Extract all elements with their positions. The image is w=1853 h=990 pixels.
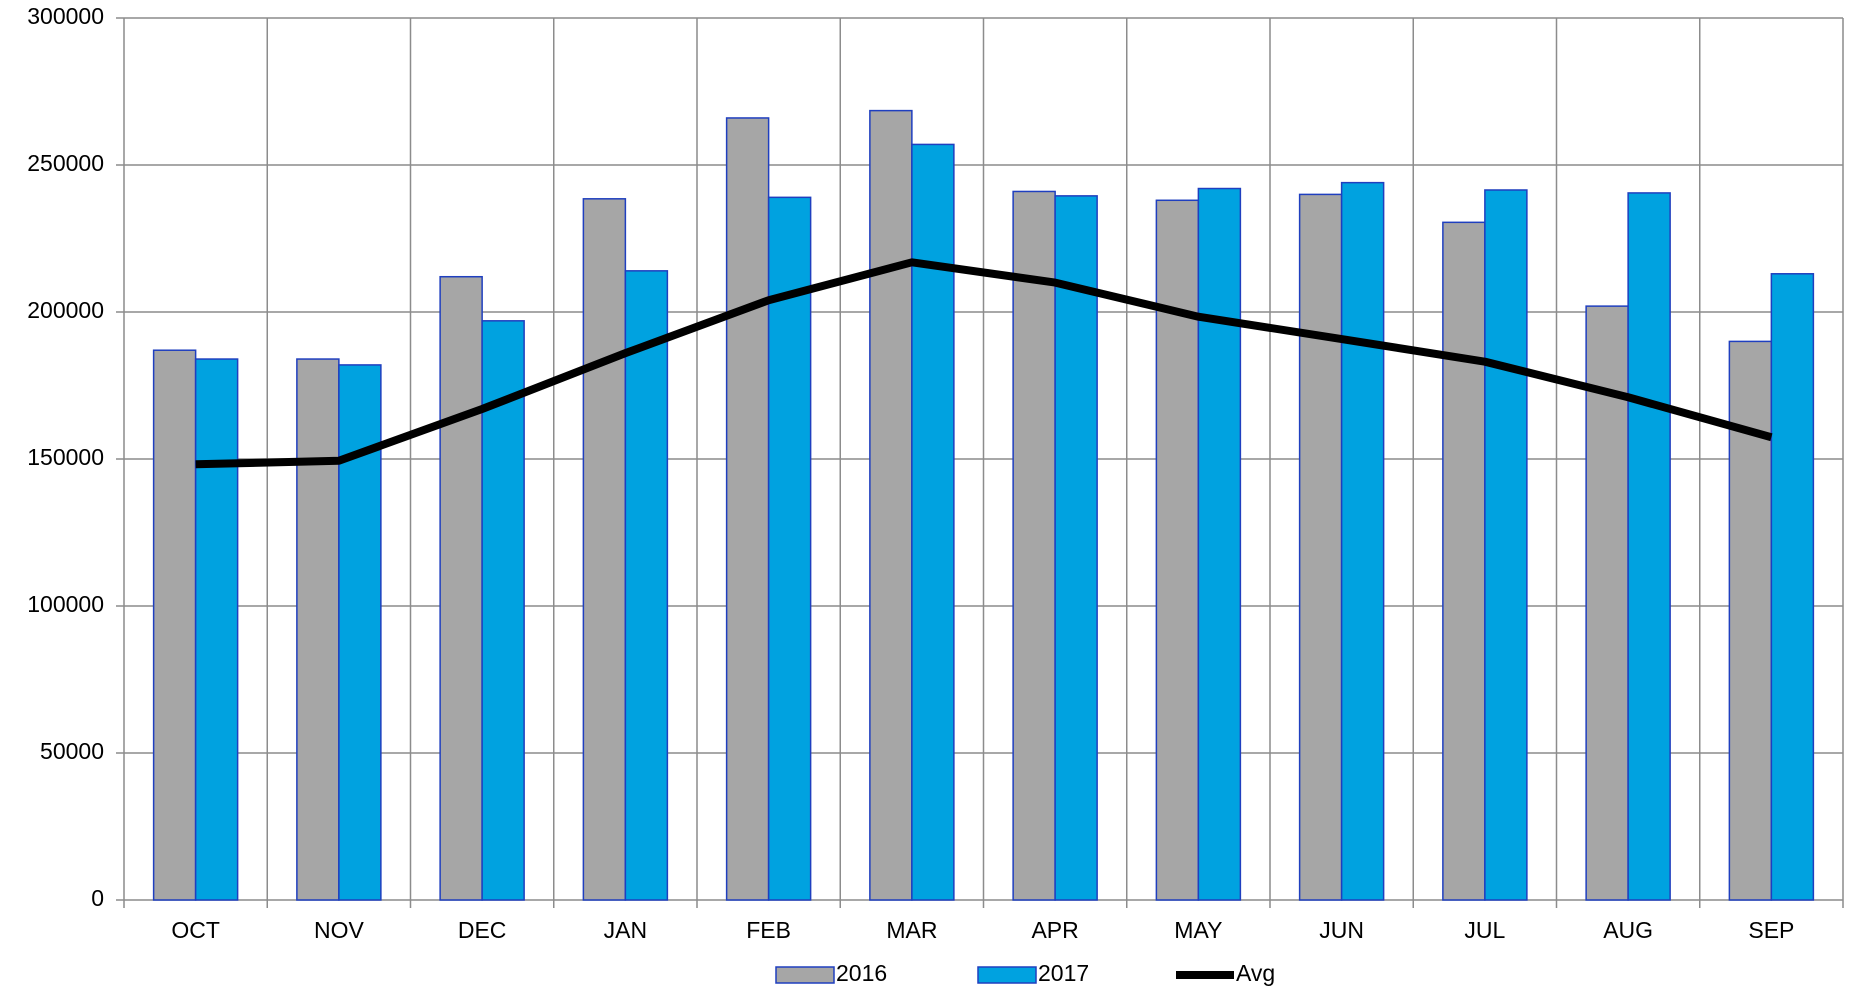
y-tick-label: 300000 [27,3,104,29]
bar [582,198,627,901]
bar [439,275,483,901]
bar [1627,192,1671,901]
avg-line [195,258,1773,469]
x-tick-label: APR [1031,917,1078,943]
x-tick-label: JAN [604,917,647,943]
bar [194,358,239,901]
x-tick-label: JUL [1464,917,1505,943]
bar [1484,189,1528,901]
x-tick-label: FEB [746,917,791,943]
y-tick-label: 250000 [27,150,104,176]
bar [296,358,340,901]
y-tick-label: 100000 [27,591,104,617]
bar [1770,273,1815,901]
bar [1012,190,1056,901]
legend-label: Avg [1236,960,1275,986]
y-tick-label: 150000 [27,444,104,470]
bar [725,117,770,901]
x-tick-label: NOV [314,917,365,943]
y-tick-label: 0 [91,885,104,911]
legend-label: 2017 [1038,960,1089,986]
bar [1442,221,1486,901]
bar [1340,181,1385,901]
x-tick-label: OCT [171,917,220,943]
bar [767,196,812,901]
x-tick-label: JUN [1319,917,1364,943]
y-tick-label: 50000 [40,738,104,764]
bar [624,270,669,901]
x-tick-label: DEC [458,917,507,943]
x-tick-label: AUG [1603,917,1653,943]
x-tick-label: MAY [1174,917,1222,943]
bar [911,143,955,901]
bar [481,320,525,901]
legend-swatch [977,966,1037,984]
bar [152,349,197,901]
bar [869,109,913,901]
bar [1298,193,1343,901]
bar [1197,187,1242,901]
x-tick-label: MAR [886,917,937,943]
legend-swatch [775,966,835,984]
y-tick-label: 200000 [27,297,104,323]
legend-label: 2016 [836,960,887,986]
bar [1054,195,1098,901]
x-tick-label: SEP [1748,917,1794,943]
